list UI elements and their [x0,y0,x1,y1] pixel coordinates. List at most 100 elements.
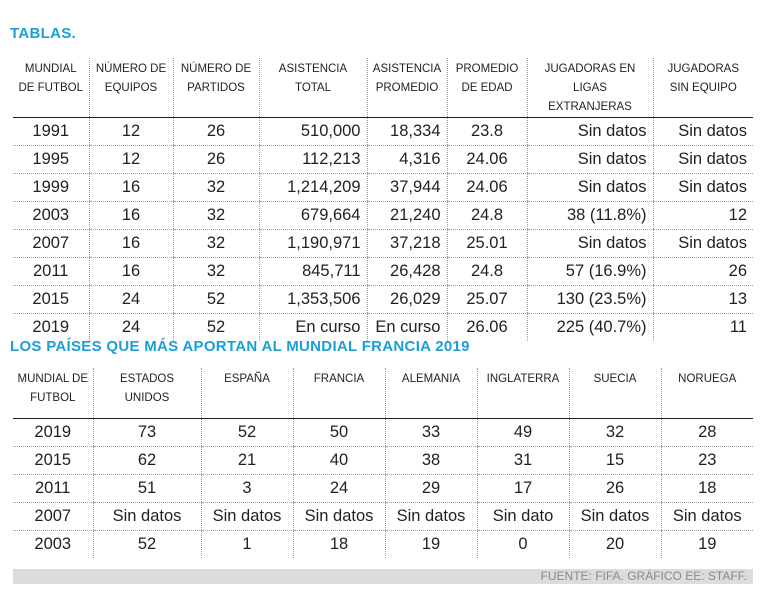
table2-header-cell: INGLATERRA [476,368,569,419]
table-cell: 1,190,971 [258,229,367,258]
table2-body: 2019 73 52 50 33 49 32 28 2015 62 21 40 38 31 15 23 2011… [13,418,753,558]
table-cell: 19 [384,530,477,558]
table-cell: 24.8 [446,201,527,230]
table-cell: 26 [172,145,259,174]
table-cell: Sin datos [92,502,201,531]
table-cell: 32 [172,229,259,258]
table1-header-cell: NÚMERO DE PARTIDOS [172,58,259,118]
table-cell: 32 [172,173,259,202]
table-cell: Sin datos [526,117,653,146]
table-cell: 679,664 [258,201,367,230]
table-row: 1995 12 26 112,213 4,316 24.06 Sin datos Sin da… [13,145,753,174]
table1-header-row: MUNDIAL DE FUTBOL NÚMERO DE EQUIPOS NÚMERO… [13,58,753,118]
table2-header-cell: NORUEGA [660,368,753,419]
table-cell: 1999 [13,173,89,202]
table-cell: 4,316 [366,145,447,174]
table-cell: 24 [292,474,385,503]
table-cell: 18 [660,474,753,503]
table-cell: Sin datos [652,173,753,202]
table-cell: Sin datos [526,229,653,258]
table-cell: 20 [568,530,661,558]
table-row: 2019 73 52 50 33 49 32 28 [13,418,753,447]
table2-header-row: MUNDIAL DE FUTBOL ESTADOS UNIDOS ESPAÑA FRA… [13,368,753,419]
table-cell: 26.06 [446,313,527,341]
table1-body: 1991 12 26 510,000 18,334 23.8 Sin datos Sin da… [13,117,753,341]
table-cell: 19 [660,530,753,558]
table-cell: 21,240 [366,201,447,230]
table-cell: 11 [652,313,753,341]
table-cell: 16 [88,229,173,258]
table1-header-cell: MUNDIAL DE FUTBOL [13,58,89,118]
table-cell: 37,218 [366,229,447,258]
table-cell: 112,213 [258,145,367,174]
table-row: 2007 Sin datos Sin datos Sin datos Sin datos… [13,502,753,531]
table-cell: 25.01 [446,229,527,258]
table1-header-cell: JUGADORAS EN LIGAS EXTRANJERAS [526,58,653,118]
table-cell: Sin datos [200,502,293,531]
table-cell: 51 [92,474,201,503]
table-cell: 32 [568,418,661,447]
table-cell: Sin datos [652,117,753,146]
table-row: 2011 51 3 24 29 17 26 18 [13,474,753,503]
table-cell: 52 [172,313,259,341]
table-cell: 18,334 [366,117,447,146]
table-cell: 26,428 [366,257,447,286]
table-row: 2003 16 32 679,664 21,240 24.8 38 (11.8%) 12 [13,201,753,230]
table-cell: 16 [88,257,173,286]
table-cell: 26 [568,474,661,503]
table-cell: Sin datos [526,173,653,202]
table-row: 1991 12 26 510,000 18,334 23.8 Sin datos Sin da… [13,117,753,146]
table-cell: 12 [88,145,173,174]
table2-header-cell: FRANCIA [292,368,385,419]
table-cell: 73 [92,418,201,447]
table-cell: 510,000 [258,117,367,146]
table-cell: Sin datos [660,502,753,531]
table-cell: 2015 [13,446,93,475]
table1-title: TABLAS. [10,25,76,42]
table-cell: 1 [200,530,293,558]
source-credit: FUENTE: FIFA. GRÁFICO EE: STAFF. [540,569,747,583]
table1-header-cell: NÚMERO DE EQUIPOS [88,58,173,118]
table-cell: 38 [384,446,477,475]
table-row: 2007 16 32 1,190,971 37,218 25.01 Sin datos Sin… [13,229,753,258]
table-cell: 2019 [13,418,93,447]
table-cell: 2019 [32,318,70,336]
table-cell: 26 [652,257,753,286]
table-cell: 0 [476,530,569,558]
table-cell: 49 [476,418,569,447]
table-row: 2003 52 1 18 19 0 20 19 [13,530,753,558]
table1-header-cell: PROMEDIO DE EDAD [446,58,527,118]
footer-bar: FUENTE: FIFA. GRÁFICO EE: STAFF. [13,569,753,584]
table-row: 1999 16 32 1,214,209 37,944 24.06 Sin datos Sin… [13,173,753,202]
table-cell: Sin datos [652,145,753,174]
table-cell: 24 [88,313,173,341]
table-cell: 24.8 [446,257,527,286]
table-cell: 225 (40.7%) [526,313,653,341]
table1-header-cell: ASISTENCIA TOTAL [258,58,367,118]
table-cell: 2003 [34,534,72,553]
table-cell: 38 (11.8%) [526,201,653,230]
table-cell: 2015 [13,285,89,314]
table-cell: 23 [660,446,753,475]
table-cell: 15 [568,446,661,475]
table-row: 2019 24 52 En curso En curso 26.06 225 (40.7%)… [13,313,753,341]
table-cell: 1,353,506 [258,285,367,314]
table-row: 2011 16 32 845,711 26,428 24.8 57 (16.9%) 26 [13,257,753,286]
table-cell: 17 [476,474,569,503]
table-cell: 12 [88,117,173,146]
table-cell: 16 [88,201,173,230]
table-cell: 32 [172,201,259,230]
table-cell: 2011 [13,474,93,503]
table-cell: 13 [652,285,753,314]
table-cell: 24.06 [446,173,527,202]
table-cell: 16 [88,173,173,202]
table-cell: 25.07 [446,285,527,314]
table-cell: 1,214,209 [258,173,367,202]
table2-title: LOS PAÍSES QUE MÁS APORTAN AL MUNDIAL FR… [10,338,470,355]
countries-contribution-table: MUNDIAL DE FUTBOL ESTADOS UNIDOS ESPAÑA FRA… [13,368,753,558]
table-cell: 2003 [13,201,89,230]
table2-header-cell: ESTADOS UNIDOS [92,368,201,419]
table-cell: 26 [172,117,259,146]
table-cell: 2007 [13,229,89,258]
table-cell: 26,029 [366,285,447,314]
